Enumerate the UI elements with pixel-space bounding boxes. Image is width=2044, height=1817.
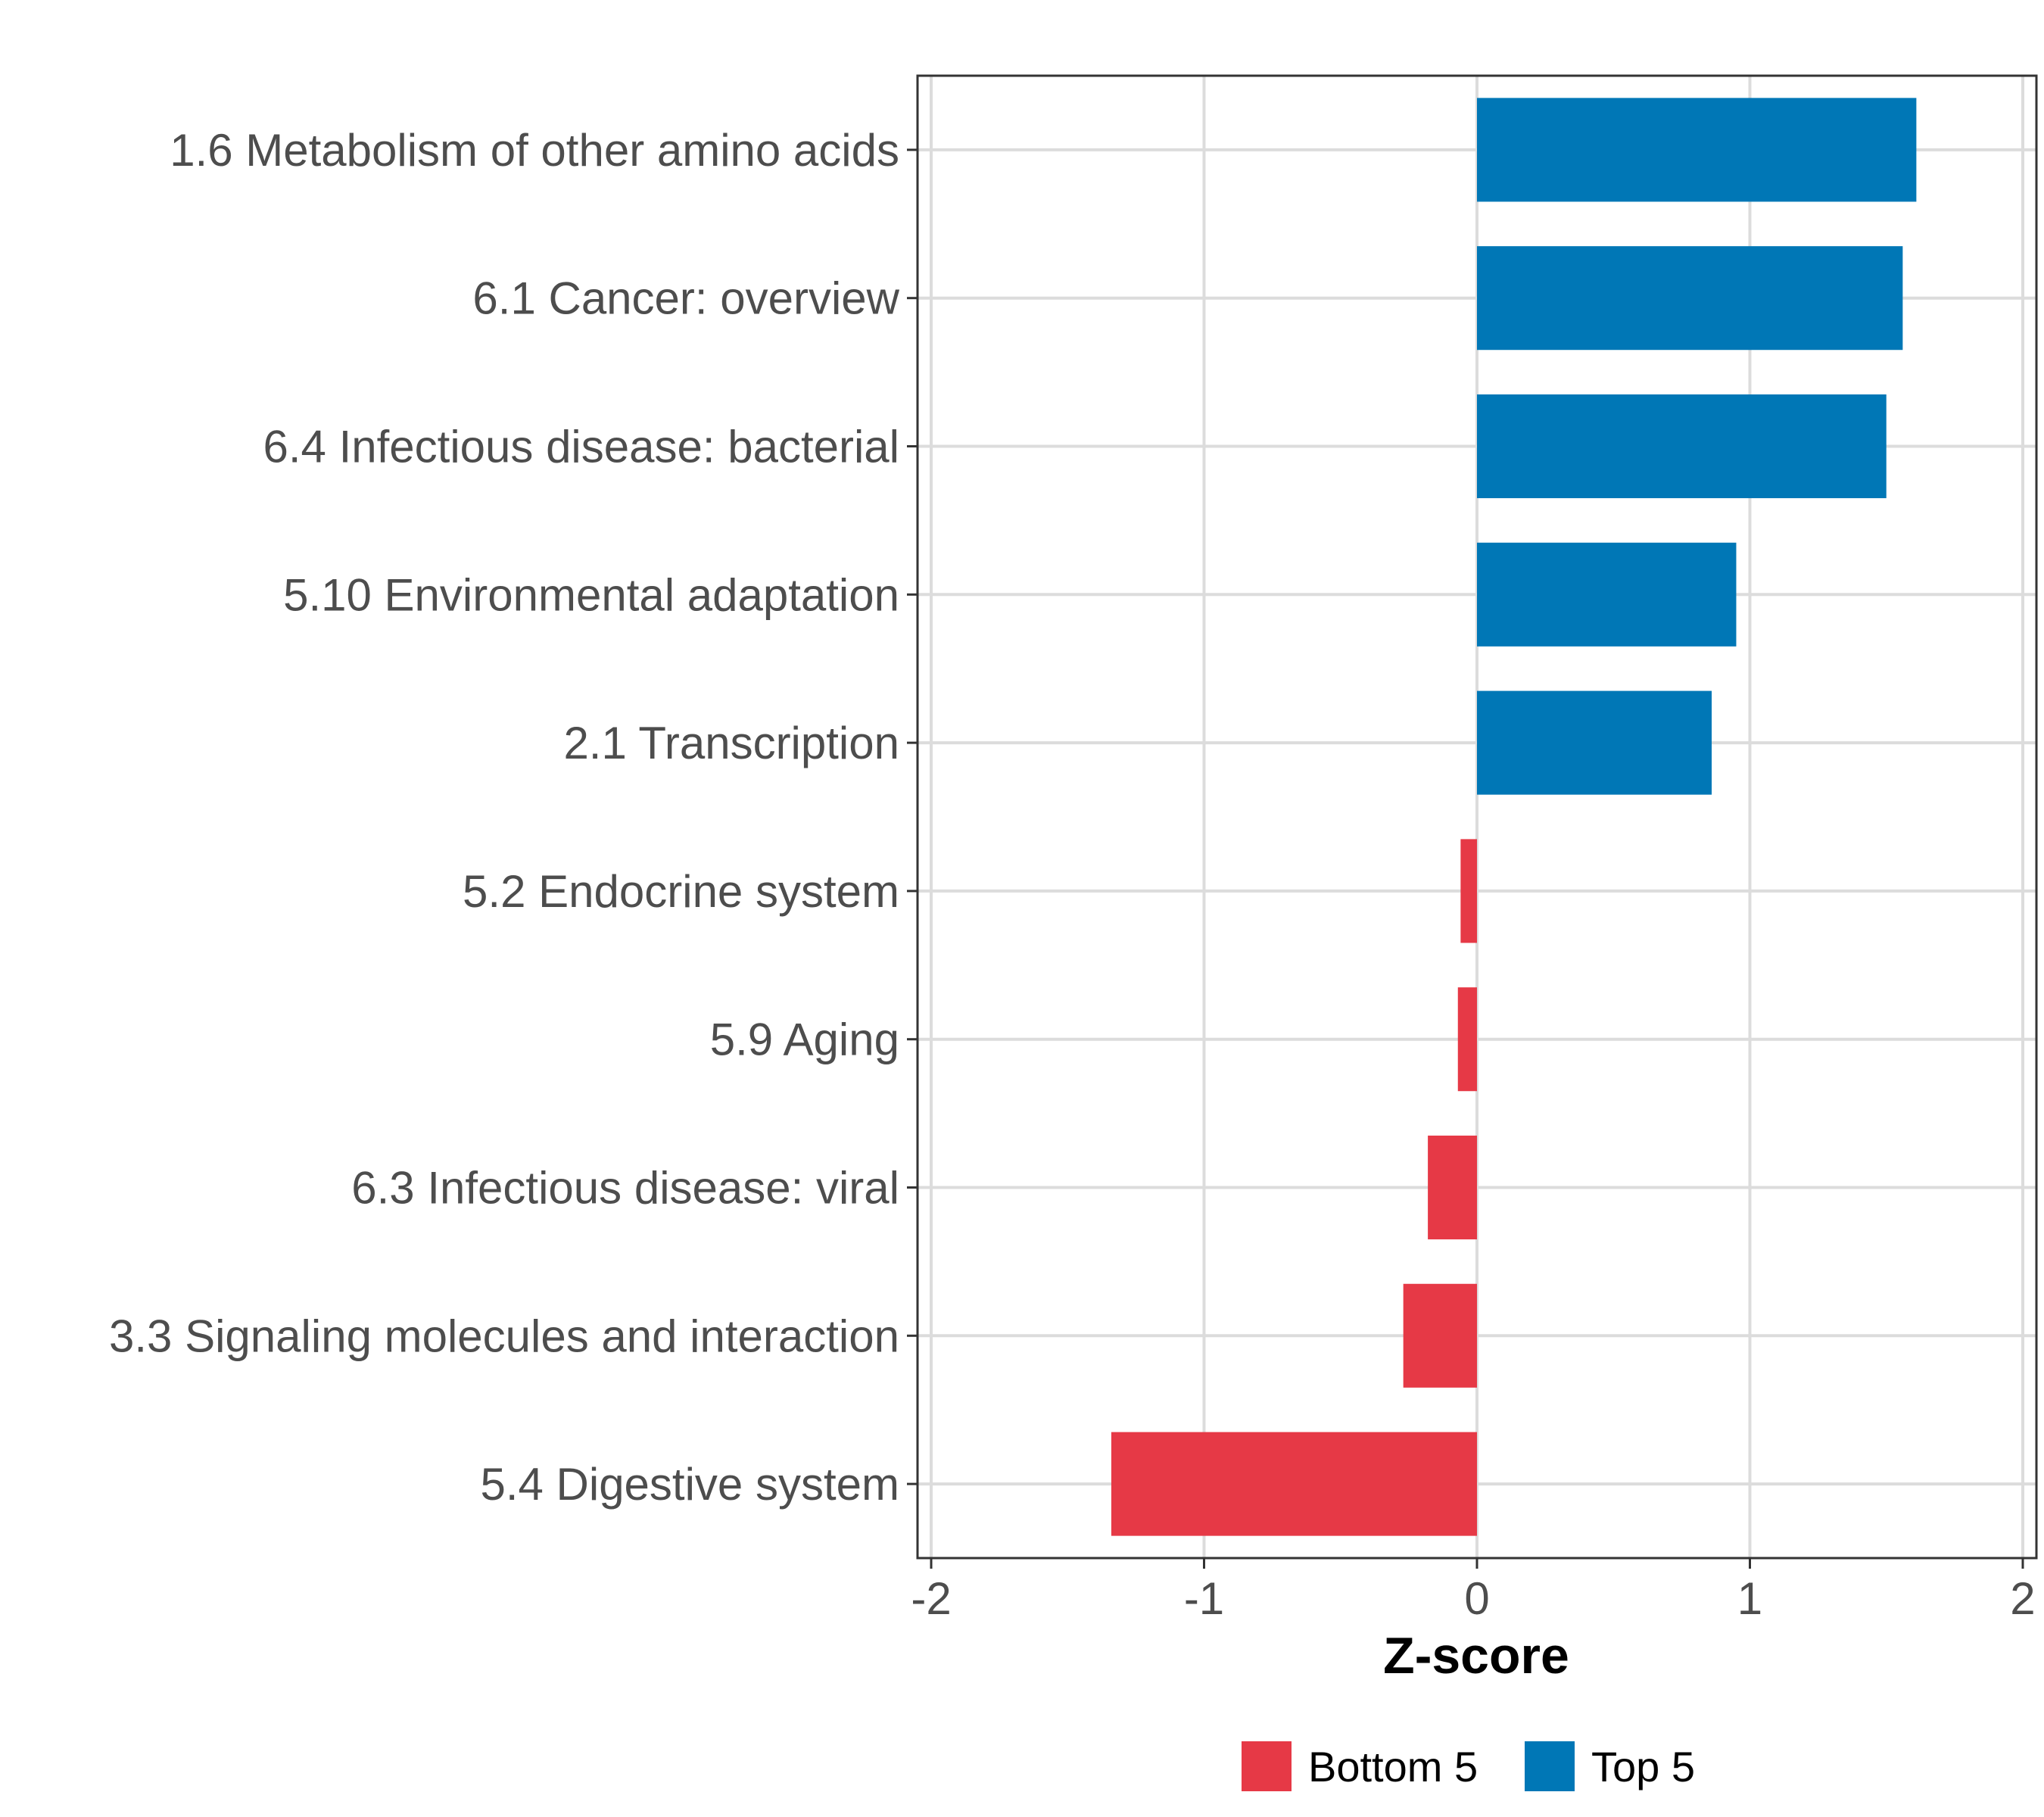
legend-swatch xyxy=(1525,1741,1575,1791)
x-tick-label: 1 xyxy=(1737,1573,1762,1624)
bar xyxy=(1477,246,1903,351)
bar xyxy=(1477,690,1712,795)
bar xyxy=(1457,987,1477,1092)
legend-swatch xyxy=(1242,1741,1292,1791)
y-tick-label: 6.4 Infectious disease: bacterial xyxy=(263,422,900,472)
x-axis: -2 -1 0 1 2 xyxy=(911,1558,2036,1624)
y-tick-label: 5.10 Environmental adaptation xyxy=(283,569,899,620)
legend: Bottom 5 Top 5 xyxy=(1242,1741,1695,1791)
x-tick-label: -1 xyxy=(1184,1573,1224,1624)
bar xyxy=(1403,1283,1477,1388)
x-tick-label: -2 xyxy=(911,1573,951,1624)
y-tick-label: 3.3 Signaling molecules and interaction xyxy=(109,1311,899,1361)
x-tick-label: 2 xyxy=(2010,1573,2035,1624)
x-tick-label: 0 xyxy=(1464,1573,1489,1624)
y-tick-label: 1.6 Metabolism of other amino acids xyxy=(170,125,899,176)
bar xyxy=(1111,1432,1477,1536)
y-tick-label: 5.9 Aging xyxy=(710,1014,899,1065)
legend-label: Top 5 xyxy=(1591,1743,1695,1791)
bar xyxy=(1460,839,1477,943)
y-tick-label: 5.4 Digestive system xyxy=(480,1459,899,1510)
y-axis: 1.6 Metabolism of other amino acids 6.1 C… xyxy=(109,125,918,1510)
bar xyxy=(1477,394,1887,499)
y-tick-label: 2.1 Transcription xyxy=(563,718,899,768)
y-tick-label: 5.2 Endocrine system xyxy=(463,866,899,917)
bar xyxy=(1477,98,1917,202)
x-axis-label: Z-score xyxy=(1383,1627,1569,1685)
legend-label: Bottom 5 xyxy=(1308,1743,1478,1791)
bar xyxy=(1428,1135,1477,1240)
y-tick-label: 6.1 Cancer: overview xyxy=(472,273,899,324)
bar xyxy=(1477,542,1737,647)
y-tick-label: 6.3 Infectious disease: viral xyxy=(351,1163,899,1214)
bars xyxy=(1111,98,1917,1536)
